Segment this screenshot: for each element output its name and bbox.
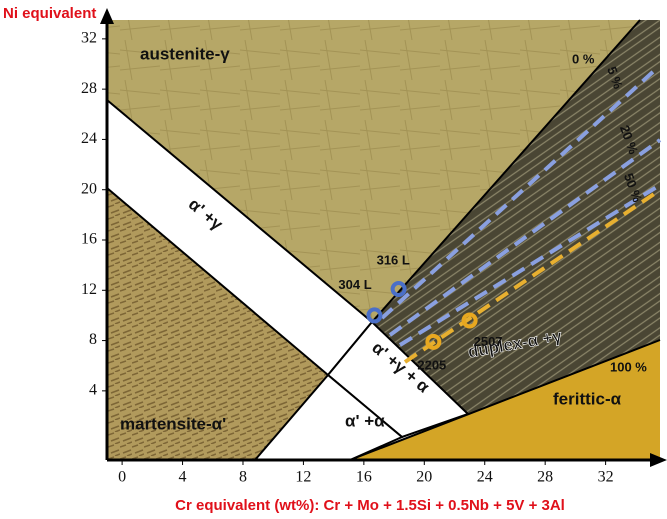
y-tick-label: 4	[89, 382, 97, 399]
x-tick-label: 4	[179, 469, 187, 486]
annotation: 100 %	[610, 359, 647, 374]
x-tick-label: 8	[239, 469, 247, 486]
y-tick-label: 24	[81, 130, 97, 147]
x-tick-label: 16	[356, 469, 372, 486]
x-tick-label: 12	[295, 469, 311, 486]
y-axis-title: Ni equivalent	[3, 5, 96, 22]
x-tick-label: 32	[598, 469, 614, 486]
y-tick-label: 8	[89, 331, 97, 348]
x-tick-label: 24	[477, 469, 493, 486]
chart: Ni equivalent Cr equivalent (wt%): Cr + …	[0, 0, 667, 519]
annotation: martensite-α'	[120, 414, 226, 433]
y-tick-label: 28	[81, 80, 97, 97]
y-tick-label: 16	[81, 231, 97, 248]
annotation: 0 %	[572, 51, 595, 66]
point-label: 304 L	[338, 277, 371, 292]
annotation: austenite-γ	[140, 44, 230, 63]
annotation: ferittic-α	[553, 389, 622, 408]
point-label: 2205	[417, 357, 446, 372]
y-tick-label: 20	[81, 180, 97, 197]
x-tick-label: 0	[118, 469, 126, 486]
x-tick-label: 28	[537, 469, 553, 486]
y-tick-label: 32	[81, 30, 97, 47]
x-tick-label: 20	[416, 469, 432, 486]
y-tick-label: 12	[81, 281, 97, 298]
y-axis-arrow	[100, 8, 114, 24]
point-label: 316 L	[377, 252, 410, 267]
x-axis-title: Cr equivalent (wt%): Cr + Mo + 1.5Si + 0…	[175, 497, 565, 514]
annotation: α' +α	[345, 411, 385, 430]
point-label: 2507	[474, 334, 503, 349]
